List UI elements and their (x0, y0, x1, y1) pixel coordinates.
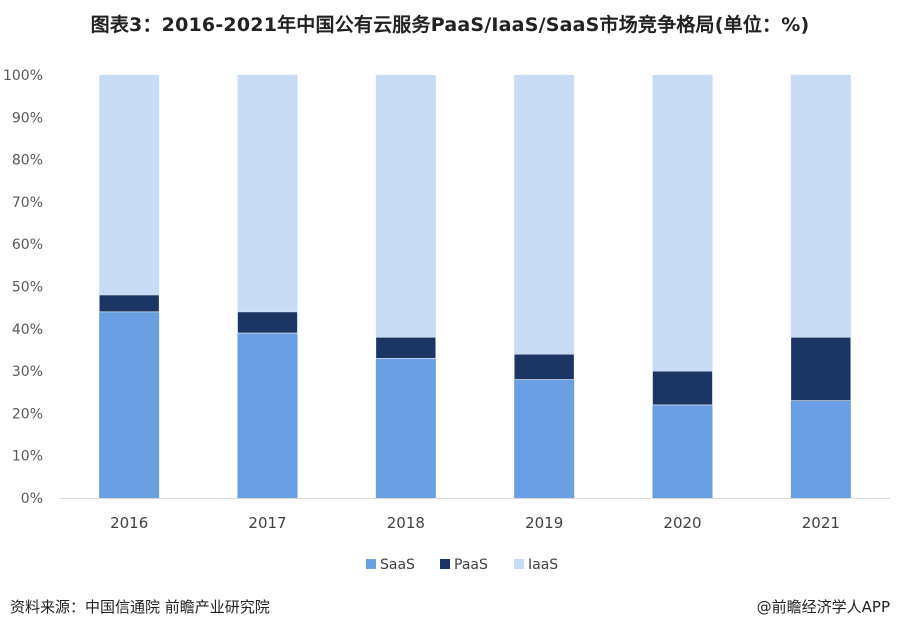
bar-segment-iaas (375, 75, 436, 338)
y-tick-label: 0% (21, 491, 43, 507)
y-tick-label: 20% (12, 406, 43, 422)
x-tick-label: 2021 (802, 514, 840, 532)
legend-swatch-saas (366, 559, 376, 569)
y-tick-label: 70% (12, 195, 43, 211)
bar-segment-iaas (790, 75, 851, 338)
x-axis: 2016 2017 2018 2019 2020 2021 (60, 498, 890, 532)
source-note: 资料来源：中国信通院 前瞻产业研究院 (10, 598, 270, 616)
bar-segment-paas (237, 311, 298, 334)
y-tick-label: 90% (12, 110, 43, 126)
x-tick-label: 2020 (663, 514, 701, 532)
legend-label: SaaS (380, 557, 415, 573)
legend: SaaS PaaS IaaS (366, 557, 558, 573)
x-tick-label: 2019 (525, 514, 563, 532)
stacked-bar-chart: 0%10%20%30%40%50%60%70%80%90%100% 2016 20… (3, 68, 890, 573)
legend-swatch-paas (440, 559, 450, 569)
credit-note: @前瞻经济学人APP (756, 598, 890, 616)
bar-segment-paas (98, 294, 160, 313)
bar-segment-paas (513, 353, 575, 380)
bar-segment-paas (375, 336, 437, 359)
bar-segment-saas (652, 404, 713, 498)
bar-segment-saas (790, 400, 851, 498)
bar-segment-paas (652, 370, 713, 406)
legend-label: PaaS (454, 557, 488, 573)
y-tick-label: 10% (12, 449, 43, 465)
chart-title: 图表3：2016-2021年中国公有云服务PaaS/IaaS/SaaS市场竞争格… (90, 14, 810, 36)
x-tick-label: 2016 (110, 514, 148, 532)
y-tick-label: 80% (12, 153, 43, 169)
x-tick-label: 2018 (387, 514, 425, 532)
bar-segment-iaas (237, 75, 298, 312)
bar-segment-saas (237, 333, 298, 498)
bars (98, 75, 852, 498)
y-tick-label: 60% (12, 237, 43, 253)
bar-segment-saas (99, 311, 160, 498)
y-tick-label: 40% (12, 322, 43, 338)
y-tick-label: 100% (3, 68, 43, 84)
bar-segment-iaas (514, 75, 575, 355)
y-tick-label: 50% (12, 280, 43, 296)
legend-swatch-iaas (514, 559, 524, 569)
bar-segment-saas (514, 379, 575, 498)
bar-segment-paas (790, 336, 852, 402)
bar-segment-iaas (99, 75, 160, 295)
y-axis: 0% 10% 20% 30% 40% 50% 60% 70% 80% 90% 100% (3, 68, 43, 507)
x-tick-label: 2017 (248, 514, 286, 532)
y-tick-label: 30% (12, 364, 43, 380)
legend-label: IaaS (528, 557, 558, 573)
bar-segment-saas (375, 358, 436, 498)
bar-segment-iaas (652, 75, 713, 372)
